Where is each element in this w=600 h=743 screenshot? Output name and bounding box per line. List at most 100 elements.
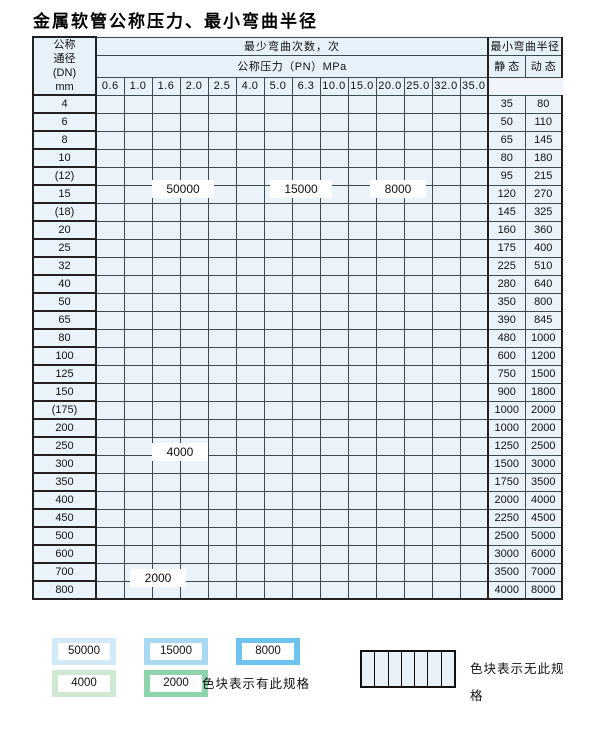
grid-cell-available [95,256,125,276]
grid-cell-available [123,202,153,222]
header-pressure-tick: 20.0 [375,76,405,96]
grid-cell-unavailable [403,292,433,312]
grid-cell-available [123,112,153,132]
grid-cell-available [235,166,265,186]
grid-cell-available [207,328,237,348]
grid-cell-available [347,220,377,240]
grid-cell-unavailable [403,418,433,438]
grid-cell-available [95,508,125,528]
grid-cell-available [291,220,321,240]
grid-cell-unavailable [459,130,489,150]
grid-cell-available [179,364,209,384]
grid-value-tag: 4000 [152,443,208,461]
dn-value-cell: 100 [32,346,97,366]
grid-cell-unavailable [431,202,461,222]
grid-cell-unavailable [179,544,209,564]
radius-static-cell: 1250 [487,436,526,456]
grid-cell-unavailable [459,346,489,366]
header-dn-cell: 公称 通径 (DN) mm [32,36,97,96]
grid-cell-available [263,310,293,330]
header-dn-line-4: mm [55,81,74,93]
legend-swatch: 2000 [144,670,208,697]
grid-cell-unavailable [263,454,293,474]
radius-static-cell: 145 [487,202,526,222]
grid-cell-unavailable [347,472,377,492]
grid-cell-available [95,310,125,330]
grid-cell-unavailable [403,562,433,582]
grid-cell-unavailable [375,292,405,312]
grid-cell-unavailable [459,328,489,348]
page-title: 金属软管公称压力、最小弯曲半径 [33,12,318,32]
grid-cell-available [95,238,125,258]
grid-cell-available [95,292,125,312]
dn-value-cell: 10 [32,148,97,168]
grid-cell-available [347,256,377,276]
grid-cell-available [151,292,181,312]
grid-cell-available [207,346,237,366]
grid-cell-unavailable [291,328,321,348]
grid-cell-available [179,292,209,312]
grid-cell-available [123,166,153,186]
radius-static-cell: 2000 [487,490,526,510]
grid-cell-unavailable [375,256,405,276]
radius-dynamic-cell: 1000 [524,328,563,348]
grid-cell-unavailable [431,544,461,564]
table-row: 80 480 1000 [32,328,563,348]
grid-cell-unavailable [459,148,489,168]
radius-dynamic-cell: 4500 [524,508,563,528]
radius-static-cell: 95 [487,166,526,186]
table-row: 125 750 1500 [32,364,563,384]
spec-table: 公称 通径 (DN) mm 最少弯曲次数，次 最小弯曲半径 公称压力（PN）MP… [32,36,563,600]
grid-cell-available [123,472,153,492]
grid-cell-unavailable [459,418,489,438]
legend-swatch: 15000 [144,638,208,665]
radius-static-cell: 390 [487,310,526,330]
grid-cell-available [235,94,265,114]
grid-cell-unavailable [459,580,489,600]
dn-value-cell: 250 [32,436,97,456]
grid-cell-unavailable [319,382,349,402]
grid-cell-unavailable [207,580,237,600]
legend-swatch: 50000 [52,638,116,665]
grid-cell-unavailable [207,562,237,582]
grid-cell-unavailable [347,544,377,564]
grid-cell-unavailable [459,454,489,474]
grid-cell-available [179,94,209,114]
grid-cell-available [123,544,153,564]
grid-cell-unavailable [431,418,461,438]
grid-cell-unavailable [431,148,461,168]
header-pressure-tick: 2.5 [207,76,237,96]
dn-value-cell: 65 [32,310,97,330]
grid-cell-available [347,238,377,258]
grid-cell-available [319,130,349,150]
legend-no-spec-cell [375,652,389,686]
grid-cell-unavailable [319,508,349,528]
grid-cell-available [235,148,265,168]
grid-cell-available [431,94,461,114]
grid-cell-unavailable [347,508,377,528]
grid-cell-available [235,292,265,312]
grid-cell-available [151,346,181,366]
grid-cell-unavailable [263,382,293,402]
radius-static-cell: 600 [487,346,526,366]
dn-value-cell: 400 [32,490,97,510]
grid-cell-unavailable [347,382,377,402]
grid-cell-available [95,220,125,240]
grid-cell-unavailable [403,274,433,294]
grid-cell-unavailable [319,400,349,420]
grid-cell-available [95,562,125,582]
grid-cell-available [375,130,405,150]
grid-cell-available [179,238,209,258]
radius-static-cell: 225 [487,256,526,276]
grid-cell-available [151,274,181,294]
grid-cell-unavailable [375,328,405,348]
grid-cell-available [95,580,125,600]
grid-cell-unavailable [235,580,265,600]
dn-value-cell: 20 [32,220,97,240]
radius-static-cell: 175 [487,238,526,258]
grid-cell-available [207,382,237,402]
grid-cell-unavailable [347,526,377,546]
grid-cell-unavailable [347,274,377,294]
header-row-2: 公称压力（PN）MPa 静 态 动 态 [33,54,563,78]
grid-cell-available [151,472,181,492]
